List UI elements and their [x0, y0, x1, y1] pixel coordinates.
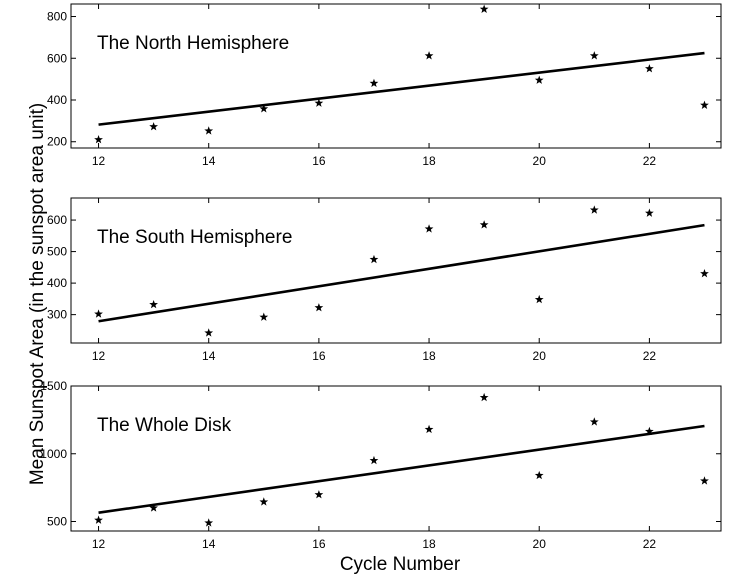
y-tick-label: 400: [47, 276, 67, 290]
x-tick-label: 22: [643, 349, 657, 363]
data-point: [589, 205, 599, 214]
data-point: [424, 51, 434, 60]
panel-whole-disk-title: The Whole Disk: [97, 415, 232, 436]
x-tick-label: 18: [422, 537, 436, 551]
x-tick-label: 16: [312, 349, 326, 363]
data-point: [700, 100, 709, 109]
data-point: [700, 269, 709, 278]
data-point: [589, 51, 599, 60]
data-point: [479, 220, 489, 229]
y-tick-label: 500: [47, 515, 67, 529]
panel-whole-disk-frame: [70, 385, 722, 532]
data-point: [534, 294, 544, 304]
data-point: [149, 503, 158, 512]
data-point: [424, 424, 434, 434]
y-tick-label: 500: [47, 245, 67, 259]
x-tick-label: 22: [643, 537, 657, 551]
x-tick-label: 16: [312, 154, 326, 168]
data-point: [589, 417, 599, 426]
x-tick-label: 12: [92, 154, 106, 168]
panel-whole-disk: 12 14 16 18 20 22 500 1000 1500 The Whole Disk: [40, 379, 722, 551]
x-tick-label: 12: [92, 349, 106, 363]
data-point: [149, 122, 158, 131]
x-tick-label: 18: [422, 349, 436, 363]
x-tick-label: 22: [643, 154, 657, 168]
data-point: [259, 104, 269, 113]
figure-x-axis-title: Cycle Number: [340, 554, 461, 575]
panel-north-frame: [70, 3, 722, 149]
data-point: [204, 126, 214, 135]
data-point: [94, 309, 103, 318]
y-tick-label: 1000: [40, 447, 67, 461]
data-point: [645, 426, 654, 436]
data-point: [479, 392, 489, 402]
x-tick-label: 14: [202, 349, 216, 363]
x-tick-label: 14: [202, 537, 216, 551]
data-point: [369, 455, 379, 465]
data-point: [314, 98, 324, 107]
data-point: [204, 328, 214, 337]
data-point: [424, 224, 434, 233]
y-tick-label: 1500: [40, 379, 67, 393]
y-tick-label: 300: [47, 308, 67, 322]
data-point: [645, 208, 654, 217]
data-point: [94, 515, 103, 524]
x-tick-label: 12: [92, 537, 106, 551]
chart-panels: 12 14 16 18 20 22 200 400 600 800 The North Hemisp…: [40, 3, 722, 551]
x-tick-label: 20: [533, 349, 547, 363]
x-tick-label: 20: [533, 537, 547, 551]
panel-north-fit-line: [98, 51, 705, 126]
data-point: [94, 135, 103, 144]
x-tick-label: 16: [312, 537, 326, 551]
data-point: [700, 476, 709, 485]
x-tick-label: 14: [202, 154, 216, 168]
data-point: [259, 497, 269, 506]
y-tick-label: 800: [47, 10, 67, 24]
data-point: [479, 4, 489, 13]
panel-north-title: The North Hemisphere: [97, 33, 289, 54]
y-tick-label: 200: [47, 135, 67, 149]
x-tick-label: 20: [533, 154, 547, 168]
data-point: [259, 312, 269, 321]
panel-south-title: The South Hemisphere: [97, 227, 292, 248]
y-tick-label: 400: [47, 93, 67, 107]
panel-south: 12 14 16 18 20 22 300 400 500 600 The South Hemisp…: [47, 197, 722, 363]
data-point: [645, 64, 654, 73]
x-tick-label: 18: [422, 154, 436, 168]
data-point: [314, 303, 324, 312]
panel-whole-disk-fit-line: [98, 424, 705, 514]
panel-south-fit-line: [98, 223, 705, 323]
y-tick-label: 600: [47, 213, 67, 227]
data-point: [534, 75, 544, 84]
panel-south-frame: [70, 197, 722, 344]
data-point: [314, 490, 324, 499]
data-point: [149, 299, 158, 309]
panel-north: 12 14 16 18 20 22 200 400 600 800 The North Hemisp…: [47, 3, 722, 168]
data-point: [369, 254, 379, 264]
data-point: [204, 518, 214, 527]
figure-y-axis-title: Mean Sunspot Area (in the sunspot area u…: [27, 103, 48, 485]
data-point: [534, 470, 544, 480]
y-tick-label: 600: [47, 51, 67, 65]
data-point: [369, 78, 379, 88]
